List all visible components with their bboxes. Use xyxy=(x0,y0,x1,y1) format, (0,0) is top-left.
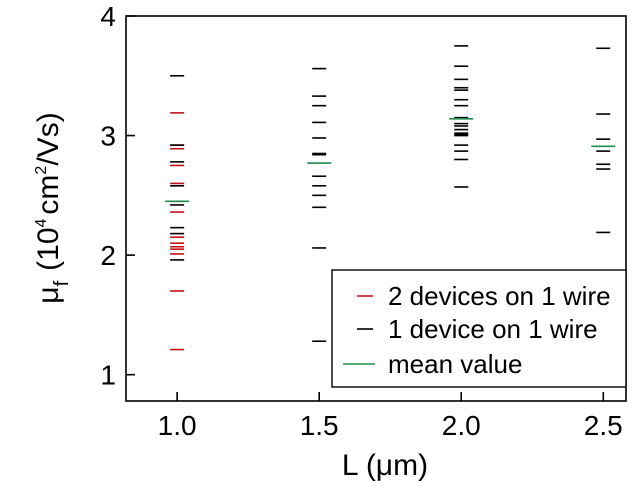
y-axis-label-exp2: 2 xyxy=(33,166,50,175)
y-axis-label-sub: f xyxy=(51,280,73,286)
y-axis-label-exp4: 4 xyxy=(33,218,50,227)
y-axis-label-main: μ xyxy=(32,286,65,303)
y-axis-ticks: 1 2 3 4 xyxy=(100,1,135,391)
x-tick-label: 2.0 xyxy=(442,410,481,441)
legend-label-1-device: 1 device on 1 wire xyxy=(388,314,598,344)
y-tick-label: 3 xyxy=(100,121,116,152)
legend-label-2-devices: 2 devices on 1 wire xyxy=(388,281,611,311)
y-tick-label: 2 xyxy=(100,240,116,271)
legend-label-mean: mean value xyxy=(388,349,522,379)
data-marks xyxy=(165,45,616,351)
svg-text:μf(104cm2/Vs): μf (104 cm2/Vs) xyxy=(32,112,73,303)
y-axis-label-unit-prefix: (10 xyxy=(32,227,65,270)
x-tick-label: 2.5 xyxy=(584,410,623,441)
y-axis-label-unit-suffix: /Vs) xyxy=(32,112,65,165)
x-tick-label: 1.5 xyxy=(300,410,339,441)
y-tick-label: 1 xyxy=(100,360,116,391)
y-tick-label: 4 xyxy=(100,1,116,32)
x-axis-label: L (μm) xyxy=(342,449,428,482)
legend: 2 devices on 1 wire 1 device on 1 wire m… xyxy=(331,269,627,388)
x-axis-ticks: 1.0 1.5 2.0 2.5 xyxy=(158,392,623,441)
legend-box xyxy=(331,269,627,388)
y-axis-label-unit-mid: cm xyxy=(32,175,65,215)
x-tick-label: 1.0 xyxy=(158,410,197,441)
y-axis-label: μf (104 cm2/Vs) xyxy=(32,112,73,303)
plot-frame xyxy=(125,15,627,402)
